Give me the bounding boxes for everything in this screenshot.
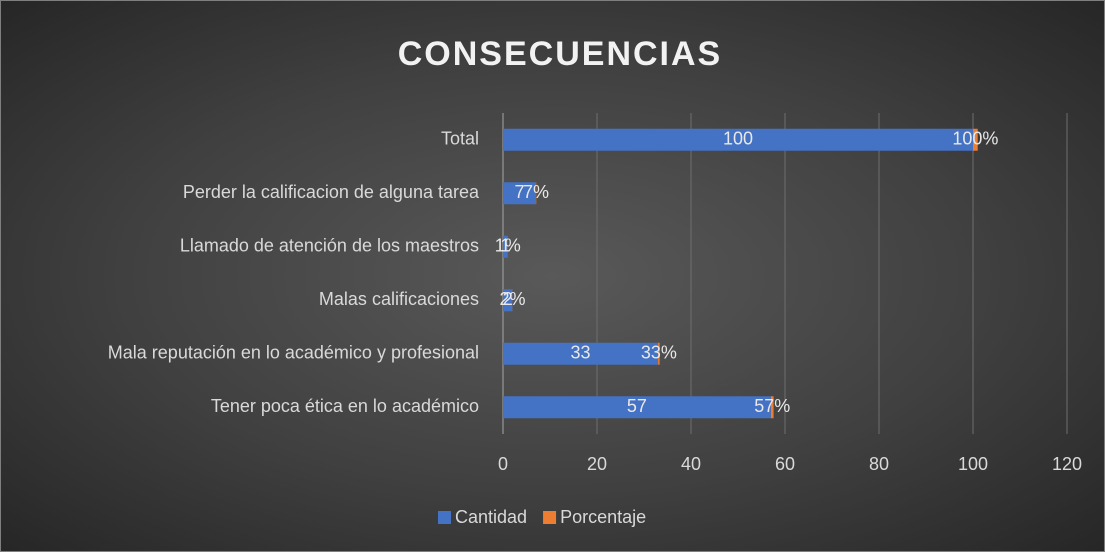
data-label: 100 — [723, 129, 753, 149]
legend-swatch — [543, 511, 557, 524]
data-label: 57 — [627, 396, 647, 416]
data-label: 33% — [641, 343, 677, 363]
x-tick-label: 20 — [587, 454, 607, 474]
y-tick-label: Total — [441, 129, 479, 149]
bar-segment — [503, 235, 508, 258]
data-label: 7 — [514, 182, 524, 202]
bar-segment — [770, 396, 774, 419]
data-label: 1 — [500, 236, 510, 256]
bar-segment — [503, 289, 513, 312]
x-tick-label: 80 — [869, 454, 889, 474]
bar-segment — [503, 182, 536, 205]
data-label: 1% — [495, 236, 521, 256]
x-tick-label: 60 — [775, 454, 795, 474]
y-tick-label: Perder la calificacion de alguna tarea — [183, 182, 480, 202]
data-label: 57% — [754, 396, 790, 416]
x-tick-label: 100 — [958, 454, 988, 474]
data-label: 2 — [503, 289, 513, 309]
bar-segment — [503, 128, 973, 151]
x-tick-label: 120 — [1052, 454, 1082, 474]
bar-segment — [503, 396, 771, 419]
data-label: 2% — [499, 289, 525, 309]
bar-segment — [503, 342, 659, 365]
bar-segment — [658, 342, 660, 365]
bar-segment — [973, 128, 978, 151]
data-label: 100% — [952, 129, 998, 149]
y-tick-label: Llamado de atención de los maestros — [180, 236, 479, 256]
x-tick-label: 40 — [681, 454, 701, 474]
y-tick-label: Malas calificaciones — [319, 289, 479, 309]
y-tick-label: Tener poca ética en lo académico — [211, 396, 479, 416]
data-label: 33 — [571, 343, 591, 363]
y-tick-label: Mala reputación en lo académico y profes… — [108, 343, 479, 363]
x-tick-label: 0 — [498, 454, 508, 474]
legend-label: Porcentaje — [560, 507, 646, 527]
legend-swatch — [438, 511, 451, 524]
data-label: 7% — [523, 182, 549, 202]
legend-label: Cantidad — [455, 507, 527, 527]
chart-title: CONSECUENCIAS — [398, 35, 722, 73]
